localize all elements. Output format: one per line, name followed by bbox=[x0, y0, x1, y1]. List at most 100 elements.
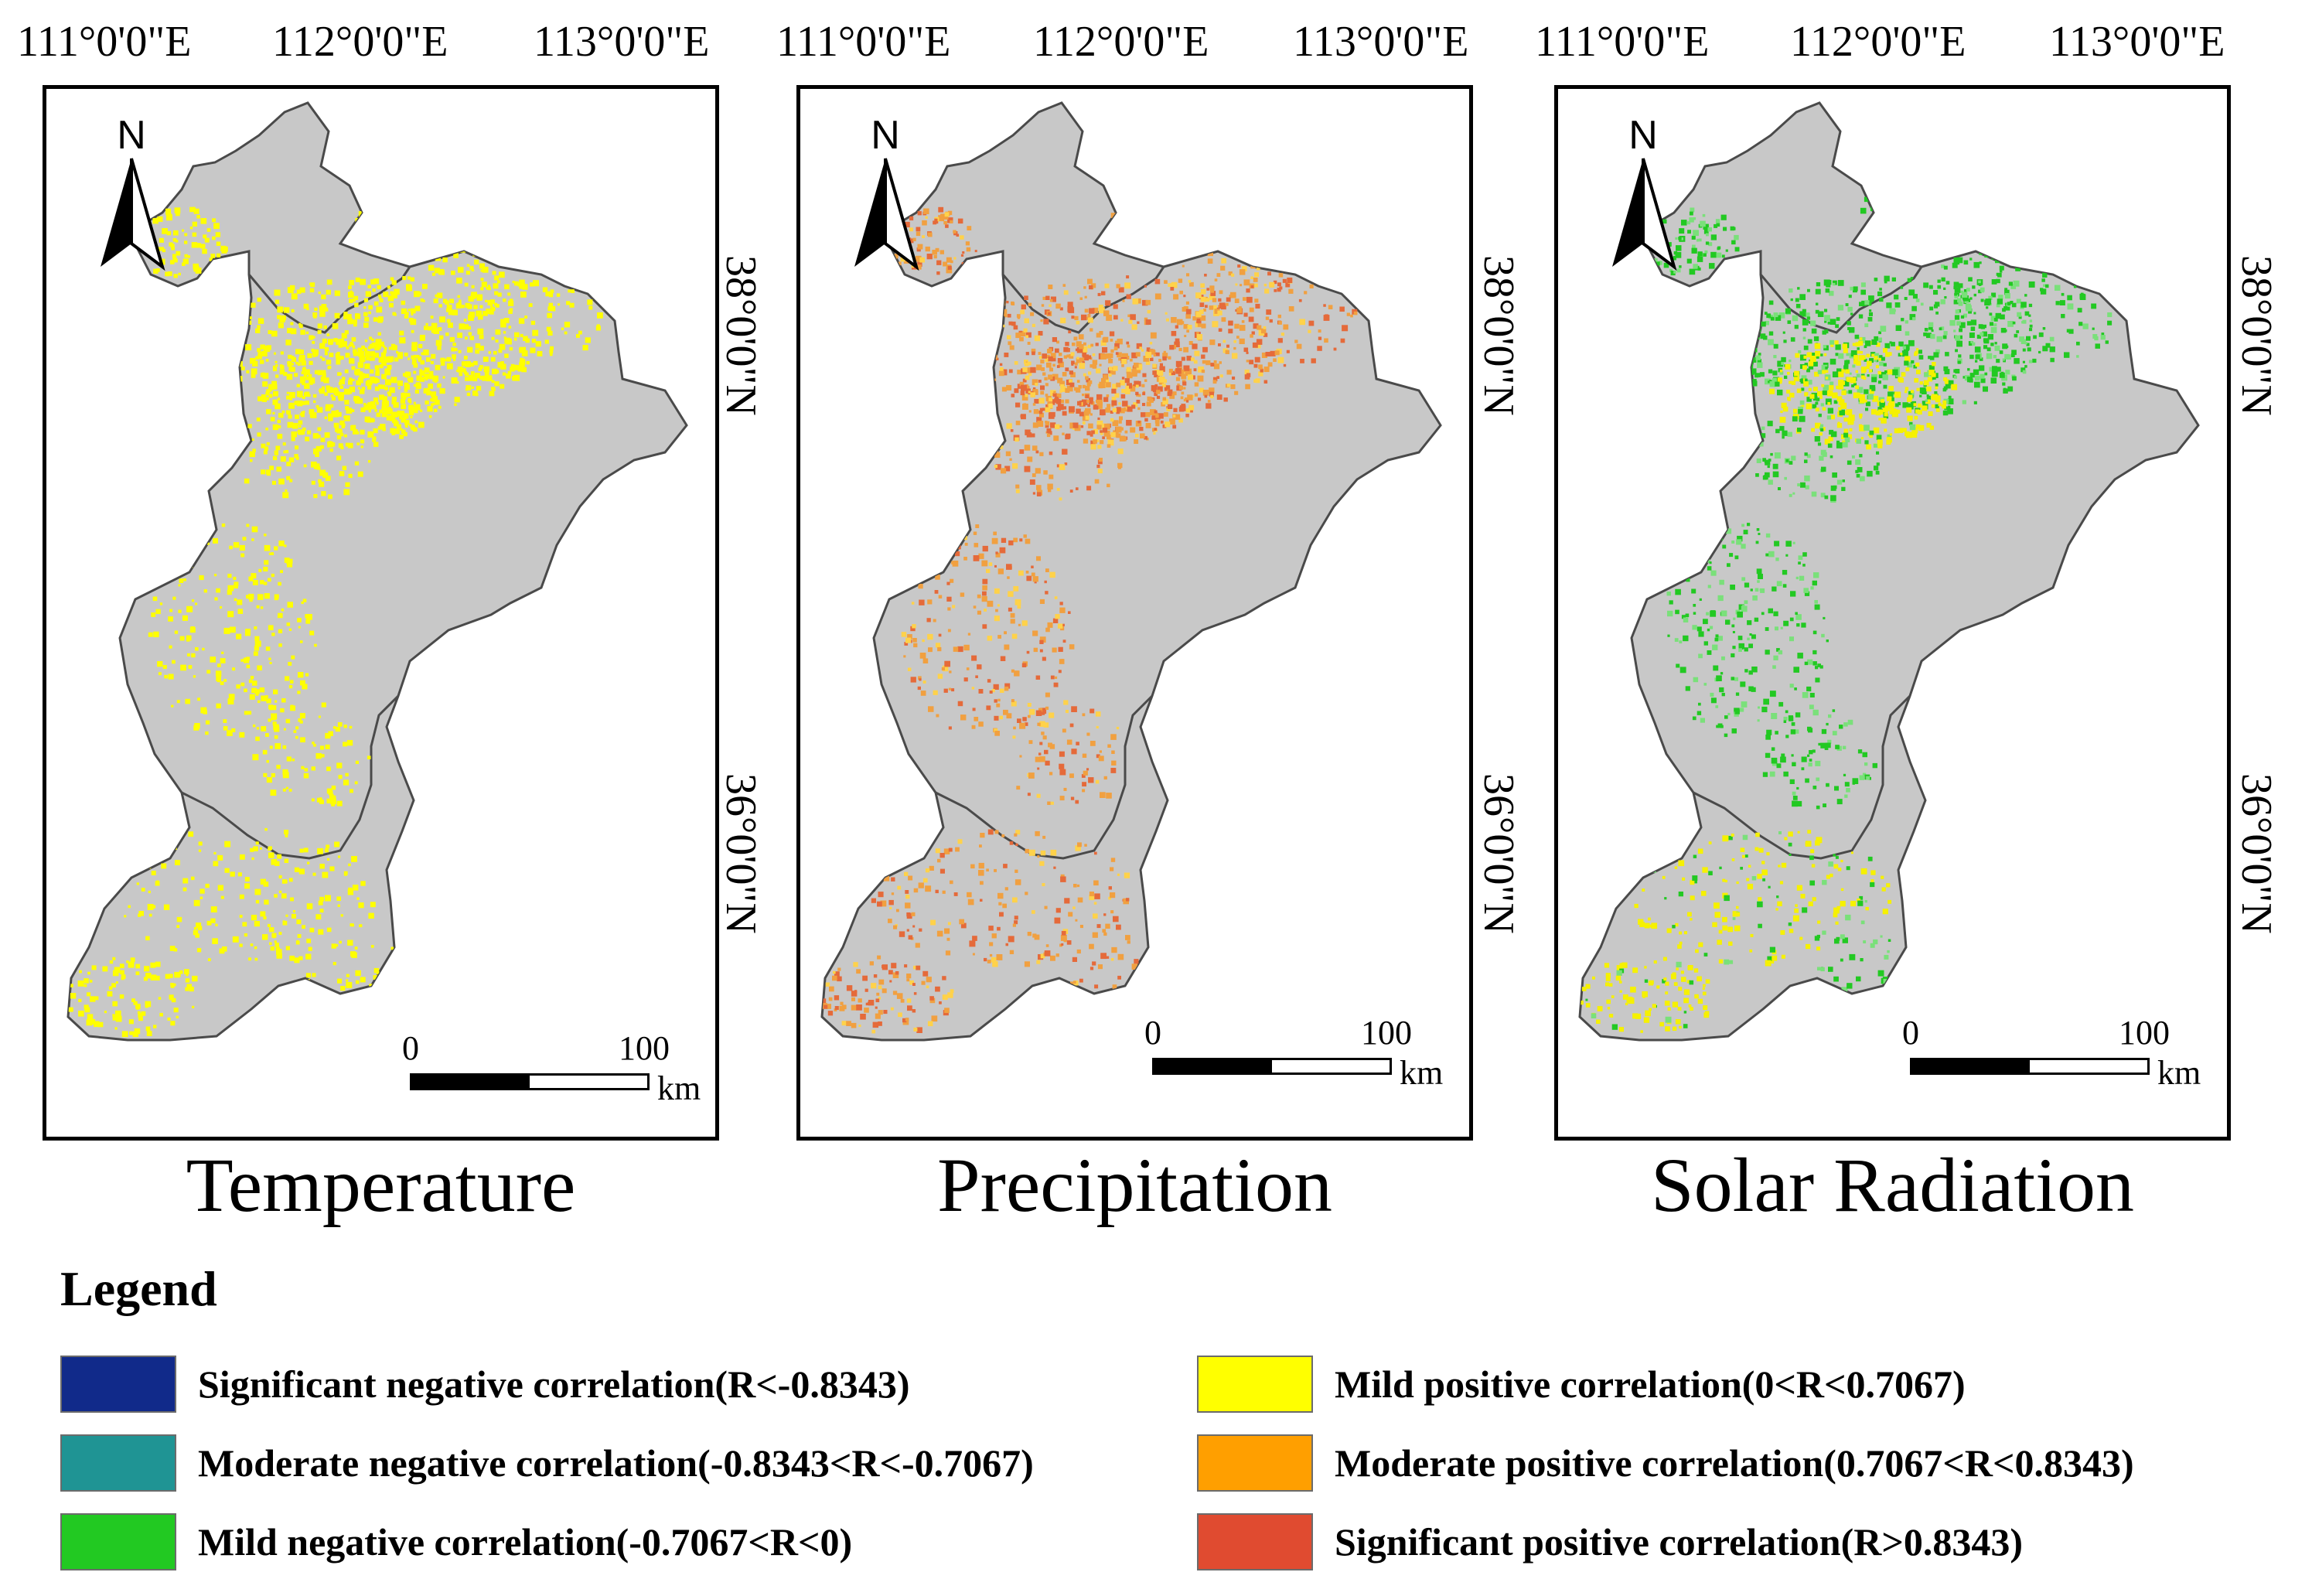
correlation-pixel bbox=[951, 561, 955, 564]
correlation-pixel bbox=[1878, 331, 1881, 335]
correlation-pixel bbox=[1185, 301, 1189, 305]
correlation-pixel bbox=[1928, 325, 1933, 330]
correlation-pixel bbox=[1833, 912, 1838, 918]
correlation-pixel bbox=[1077, 897, 1083, 903]
correlation-pixel bbox=[1895, 346, 1900, 350]
correlation-pixel bbox=[1743, 530, 1748, 534]
correlation-pixel bbox=[356, 431, 360, 435]
correlation-pixel bbox=[1839, 725, 1843, 729]
correlation-pixel bbox=[150, 974, 157, 980]
correlation-pixel bbox=[1118, 420, 1122, 424]
correlation-pixel bbox=[465, 361, 471, 367]
correlation-pixel bbox=[288, 402, 295, 409]
correlation-pixel bbox=[1041, 367, 1045, 371]
correlation-pixel bbox=[256, 418, 261, 421]
correlation-pixel bbox=[244, 883, 251, 889]
correlation-pixel bbox=[305, 673, 309, 677]
correlation-pixel bbox=[1842, 440, 1846, 444]
correlation-pixel bbox=[387, 364, 392, 370]
correlation-pixel bbox=[333, 338, 338, 343]
correlation-pixel bbox=[1097, 469, 1103, 474]
correlation-pixel bbox=[268, 552, 271, 555]
correlation-pixel bbox=[1691, 235, 1696, 240]
correlation-pixel bbox=[1012, 923, 1016, 927]
correlation-pixel bbox=[1725, 249, 1728, 252]
correlation-pixel bbox=[209, 257, 213, 261]
correlation-pixel bbox=[1872, 762, 1877, 769]
correlation-pixel bbox=[1699, 598, 1702, 601]
correlation-pixel bbox=[947, 265, 952, 270]
correlation-pixel bbox=[1057, 623, 1063, 629]
correlation-pixel bbox=[1228, 329, 1233, 334]
correlation-pixel bbox=[1282, 278, 1287, 283]
correlation-pixel bbox=[1785, 554, 1789, 557]
correlation-pixel bbox=[1692, 244, 1696, 249]
correlation-pixel bbox=[272, 399, 278, 405]
correlation-pixel bbox=[1218, 298, 1222, 302]
correlation-pixel bbox=[296, 400, 303, 407]
correlation-pixel bbox=[1185, 408, 1191, 413]
correlation-pixel bbox=[1948, 405, 1951, 408]
correlation-pixel bbox=[1025, 892, 1028, 895]
correlation-pixel bbox=[1032, 910, 1035, 914]
correlation-pixel bbox=[1055, 953, 1059, 957]
correlation-pixel bbox=[1111, 946, 1117, 953]
correlation-pixel bbox=[1086, 382, 1091, 387]
correlation-pixel bbox=[521, 350, 528, 356]
correlation-pixel bbox=[1012, 897, 1018, 903]
correlation-pixel bbox=[1157, 386, 1163, 392]
correlation-pixel bbox=[307, 353, 312, 359]
correlation-pixel bbox=[988, 334, 991, 337]
correlation-pixel bbox=[155, 609, 161, 615]
correlation-pixel bbox=[1678, 892, 1683, 897]
correlation-pixel bbox=[1734, 709, 1740, 714]
correlation-pixel bbox=[1056, 393, 1062, 398]
correlation-pixel bbox=[1841, 390, 1847, 396]
correlation-pixel bbox=[1017, 718, 1021, 723]
correlation-pixel bbox=[1792, 915, 1799, 922]
correlation-pixel bbox=[1021, 620, 1028, 626]
correlation-pixel bbox=[933, 690, 938, 695]
correlation-pixel bbox=[233, 333, 237, 338]
correlation-pixel bbox=[1131, 404, 1136, 409]
correlation-pixel bbox=[919, 928, 922, 932]
correlation-pixel bbox=[132, 1031, 138, 1038]
correlation-pixel bbox=[1815, 666, 1819, 670]
correlation-pixel bbox=[1097, 417, 1100, 421]
correlation-pixel bbox=[338, 392, 344, 398]
correlation-pixel bbox=[907, 634, 912, 639]
correlation-pixel bbox=[372, 436, 377, 441]
correlation-pixel bbox=[1001, 537, 1007, 543]
correlation-pixel bbox=[277, 419, 281, 424]
correlation-pixel bbox=[1257, 247, 1260, 250]
correlation-pixel bbox=[1252, 342, 1258, 348]
correlation-pixel bbox=[1254, 356, 1260, 363]
correlation-pixel bbox=[987, 347, 994, 353]
correlation-pixel bbox=[1815, 760, 1821, 766]
correlation-pixel bbox=[1243, 279, 1250, 286]
correlation-pixel bbox=[1874, 278, 1878, 281]
correlation-pixel bbox=[1911, 200, 1915, 205]
correlation-pixel bbox=[364, 373, 370, 378]
correlation-pixel bbox=[425, 322, 428, 326]
correlation-pixel bbox=[329, 404, 334, 408]
correlation-pixel bbox=[1118, 402, 1121, 405]
correlation-pixel bbox=[1113, 366, 1118, 371]
correlation-pixel bbox=[1039, 724, 1042, 727]
district-boundary bbox=[935, 694, 1154, 860]
correlation-pixel bbox=[302, 367, 306, 370]
correlation-pixel bbox=[305, 376, 309, 380]
correlation-pixel bbox=[1121, 359, 1127, 364]
correlation-pixel bbox=[1931, 394, 1938, 401]
correlation-pixel bbox=[328, 494, 332, 500]
correlation-pixel bbox=[1824, 315, 1830, 322]
correlation-pixel bbox=[1676, 268, 1681, 273]
correlation-pixel bbox=[1914, 378, 1919, 383]
correlation-pixel bbox=[309, 282, 312, 285]
correlation-pixel bbox=[1714, 223, 1718, 228]
correlation-pixel bbox=[1692, 625, 1697, 630]
correlation-pixel bbox=[345, 482, 350, 487]
correlation-pixel bbox=[1108, 373, 1112, 377]
correlation-pixel bbox=[1883, 363, 1887, 367]
correlation-pixel bbox=[421, 352, 425, 356]
